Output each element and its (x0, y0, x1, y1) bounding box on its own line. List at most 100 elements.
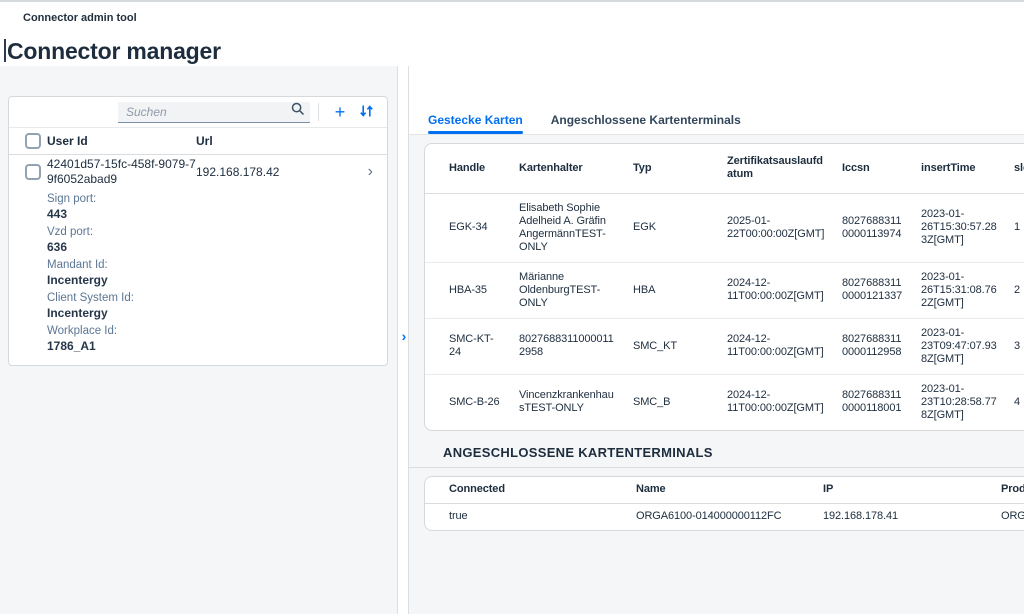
detail-value: 636 (47, 240, 68, 254)
connector-list-card: + User Id Url 42401d57- (8, 96, 388, 366)
tab-strip: Gestecke Karten Angeschlossene Kartenter… (409, 105, 1024, 135)
table-row[interactable]: HBA-35 Märianne OldenburgTEST-ONLY HBA 2… (425, 262, 1024, 319)
detail-value: Incentergy (47, 273, 108, 287)
cell-slot: 3 (1014, 318, 1024, 375)
detail-value: 1786_A1 (47, 339, 96, 353)
search-input[interactable] (126, 104, 291, 119)
cards-table-header-row: Handle Kartenhalter Typ Zertifikatsausla… (425, 144, 1024, 194)
list-header-row: User Id Url (9, 127, 387, 155)
cell-slot: 4 (1014, 395, 1021, 408)
row-url: 192.168.178.42 (196, 165, 280, 179)
column-header-user-id: User Id (47, 134, 88, 148)
cell-slot: 1 (1014, 193, 1024, 263)
tab-gestecke-karten[interactable]: Gestecke Karten (428, 105, 523, 134)
cell-typ: SMC_KT (633, 318, 727, 375)
cell-typ: HBA (633, 262, 727, 319)
title-text-caret (4, 39, 6, 62)
cell-iccsn: 80276883110000118001 (842, 389, 902, 414)
cell-zertifikatsauslaufdatum: 2024-12-11T00:00:00Z[GMT] (727, 389, 824, 414)
detail-pair: Client System Id: Incentergy (47, 291, 371, 321)
connector-details: Sign port: 443 Vzd port: 636 Mandant Id:… (9, 189, 387, 365)
detail-value: 443 (47, 207, 68, 221)
table-row[interactable]: EGK-34 Elisabeth Sophie Adelheid A. Gräf… (425, 193, 1024, 263)
select-all-checkbox[interactable] (25, 133, 41, 149)
cell-kartenhalter: 80276883110000112958 (519, 318, 633, 375)
chevron-right-icon[interactable]: › (367, 163, 373, 180)
detail-pair: Workplace Id: 1786_A1 (47, 324, 371, 354)
table-row[interactable]: SMC-B-26 VincenzkrankenhausTEST-ONLY SMC… (425, 374, 1024, 430)
search-field[interactable] (118, 101, 310, 123)
list-toolbar: + (9, 97, 387, 127)
cell-iccsn: 80276883110000113974 (842, 193, 921, 263)
cell-zertifikatsauslaufdatum: 2024-12-11T00:00:00Z[GMT] (727, 262, 842, 319)
cell-inserttime: 2023-01-23T10:28:58.778Z[GMT] (921, 382, 997, 421)
row-checkbox[interactable] (25, 164, 41, 180)
cell-ip: 192.168.178.41 (823, 510, 899, 523)
col-header-typ: Typ (633, 144, 727, 194)
cell-kartenhalter: VincenzkrankenhausTEST-ONLY (519, 389, 614, 414)
panel-splitter[interactable]: › (397, 66, 409, 614)
sort-icon (359, 104, 374, 121)
cell-handle: SMC-KT-24 (425, 318, 519, 375)
table-row[interactable]: true ORGA6100-014000000112FC 192.168.178… (425, 504, 1024, 530)
col-header-kartenhalter: Kartenhalter (519, 144, 633, 194)
col-header-zertifikatsauslaufdatum: Zertifikatsauslaufdatum (727, 144, 842, 194)
detail-label: Sign port: (47, 193, 97, 205)
app-header: Connector admin tool Connector manager (0, 0, 1024, 66)
detail-label: Workplace Id: (47, 325, 118, 337)
col-header-iccsn: Iccsn (842, 144, 921, 194)
col-header-name: Name (636, 476, 823, 504)
toolbar-separator (318, 103, 319, 121)
detail-content: Handle Kartenhalter Typ Zertifikatsausla… (409, 135, 1024, 614)
split-layout: + User Id Url 42401d57- (0, 66, 1024, 614)
plus-icon: + (334, 102, 346, 122)
detail-label: Client System Id: (47, 292, 134, 304)
page-title: Connector manager (7, 38, 221, 64)
col-header-ip: IP (823, 476, 1001, 504)
cell-handle: HBA-35 (425, 262, 519, 319)
terminals-table: Connected Name IP Product true ORGA6100-… (425, 476, 1024, 530)
search-icon (291, 102, 305, 121)
cell-slot: 2 (1014, 262, 1024, 319)
col-header-slot: slot (1014, 144, 1024, 194)
cell-name: ORGA6100-014000000112FC (636, 510, 782, 523)
cell-iccsn: 80276883110000112958 (842, 318, 921, 375)
cell-inserttime: 2023-01-23T09:47:07.938Z[GMT] (921, 318, 1014, 375)
table-row[interactable]: SMC-KT-24 80276883110000112958 SMC_KT 20… (425, 318, 1024, 375)
col-header-product: Product (1001, 476, 1024, 504)
cards-table-card: Handle Kartenhalter Typ Zertifikatsausla… (424, 143, 1024, 431)
detail-pair: Mandant Id: Incentergy (47, 258, 371, 288)
cell-zertifikatsauslaufdatum: 2024-12-11T00:00:00Z[GMT] (727, 318, 842, 375)
cell-inserttime: 2023-01-26T15:31:08.762Z[GMT] (921, 262, 1014, 319)
breadcrumb: Connector admin tool (23, 12, 137, 24)
cell-handle: SMC-B-26 (449, 395, 500, 408)
detail-panel: Gestecke Karten Angeschlossene Kartenter… (409, 66, 1024, 614)
detail-label: Vzd port: (47, 226, 94, 238)
cell-kartenhalter: Elisabeth Sophie Adelheid A. Gräfin Ange… (519, 193, 633, 263)
terminals-table-header-row: Connected Name IP Product (425, 476, 1024, 504)
detail-value: Incentergy (47, 306, 108, 320)
connector-list-panel: + User Id Url 42401d57- (0, 66, 397, 614)
add-connector-button[interactable]: + (327, 100, 353, 124)
connector-row[interactable]: 42401d57-15fc-458f-9079-79f6052abad9 192… (9, 155, 387, 189)
cell-iccsn: 80276883110000121337 (842, 262, 921, 319)
tab-angeschlossene-kartenterminals[interactable]: Angeschlossene Kartenterminals (550, 112, 741, 127)
column-header-url: Url (196, 134, 213, 148)
col-header-handle: Handle (425, 144, 519, 194)
expand-panel-chevron-icon[interactable]: › (401, 328, 407, 344)
cell-inserttime: 2023-01-26T15:30:57.283Z[GMT] (921, 193, 1014, 263)
cards-table: Handle Kartenhalter Typ Zertifikatsausla… (425, 144, 1024, 430)
terminals-section-title: ANGESCHLOSSENE KARTENTERMINALS (409, 445, 1024, 468)
cell-typ: SMC_B (633, 395, 671, 408)
terminals-table-card: Connected Name IP Product true ORGA6100-… (424, 475, 1024, 531)
detail-pair: Sign port: 443 (47, 192, 371, 222)
row-user-id: 42401d57-15fc-458f-9079-79f6052abad9 (47, 157, 196, 186)
cell-zertifikatsauslaufdatum: 2025-01-22T00:00:00Z[GMT] (727, 193, 842, 263)
cell-connected: true (449, 510, 468, 523)
col-header-connected: Connected (425, 476, 636, 504)
cell-handle: EGK-34 (425, 193, 519, 263)
detail-label: Mandant Id: (47, 259, 108, 271)
cell-product: ORGA6100 (1001, 510, 1024, 523)
cell-typ: EGK (633, 193, 727, 263)
sort-button[interactable] (353, 100, 379, 124)
